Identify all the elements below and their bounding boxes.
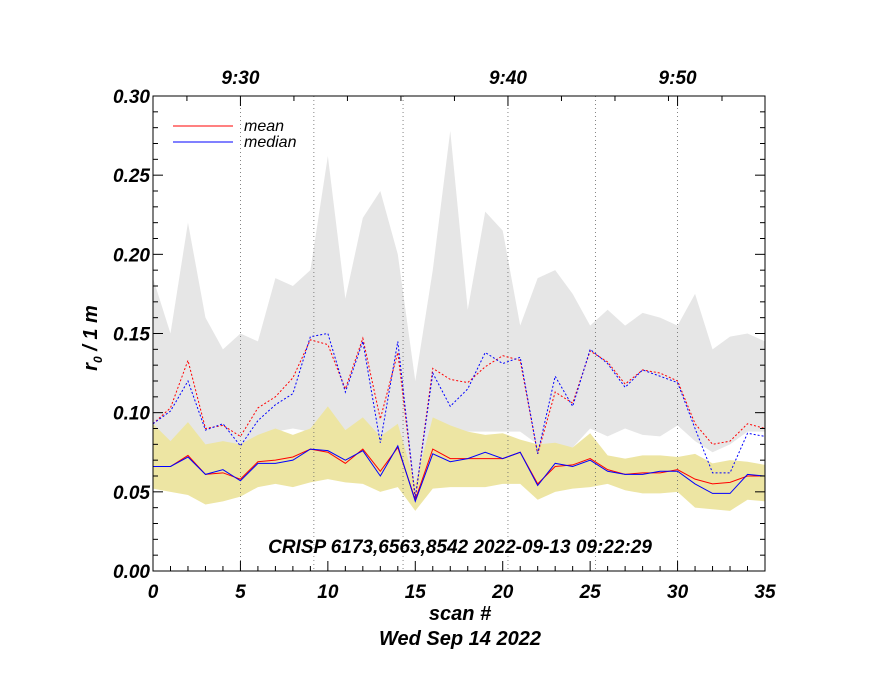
y-tick-label-6: 0.30 [113,87,150,108]
x-tick-label-1: 5 [235,582,246,603]
x-axis-title: scan # [429,603,492,625]
y-axis-title-rest: / 1 m [80,305,102,356]
x-tick-label-5: 25 [579,582,602,603]
x-tick-label-4: 20 [491,582,514,603]
date-label: Wed Sep 14 2022 [379,628,541,650]
band-group [153,130,765,511]
x-tick-label-0: 0 [148,582,159,603]
series-line-3-dotted [152,332,766,499]
legend-label-median: median [244,134,297,151]
axis-ticks [152,95,766,572]
y-tick-label-5: 0.25 [113,166,150,187]
tick-labels: 0 5 10 15 20 25 30 35 0.00 0.05 0.10 0.15 0.20 0.25 0.… [113,68,776,603]
y-tick-label-0: 0.00 [113,562,150,583]
caption: CRISP 6173,6563,8542 2022-09-13 09:22:29 [268,537,652,558]
x-tick-label-3: 15 [405,582,427,603]
time-tick-label-2: 9:50 [659,68,697,89]
y-axis-title-subscript: 0 [91,356,105,363]
y-tick-label-3: 0.15 [113,325,150,346]
legend: mean median [173,118,297,151]
band-0 [153,130,765,500]
time-tick-label-1: 9:40 [489,68,527,89]
y-axis-title: r0 / 1 m [80,305,105,371]
y-tick-label-1: 0.05 [113,483,150,504]
legend-label-mean: mean [244,118,284,135]
y-tick-label-2: 0.10 [113,404,150,425]
series-line-mean [153,446,765,502]
y-axis-title-main: r [80,362,102,371]
x-tick-label-7: 35 [754,582,776,603]
series-lines [152,332,766,503]
x-tick-label-6: 30 [667,582,689,603]
time-tick-label-0: 9:30 [221,68,259,89]
series-line-2-dotted [152,336,766,499]
x-tick-label-2: 10 [317,582,339,603]
series-line-median [153,444,766,503]
y-tick-label-4: 0.20 [113,245,150,266]
